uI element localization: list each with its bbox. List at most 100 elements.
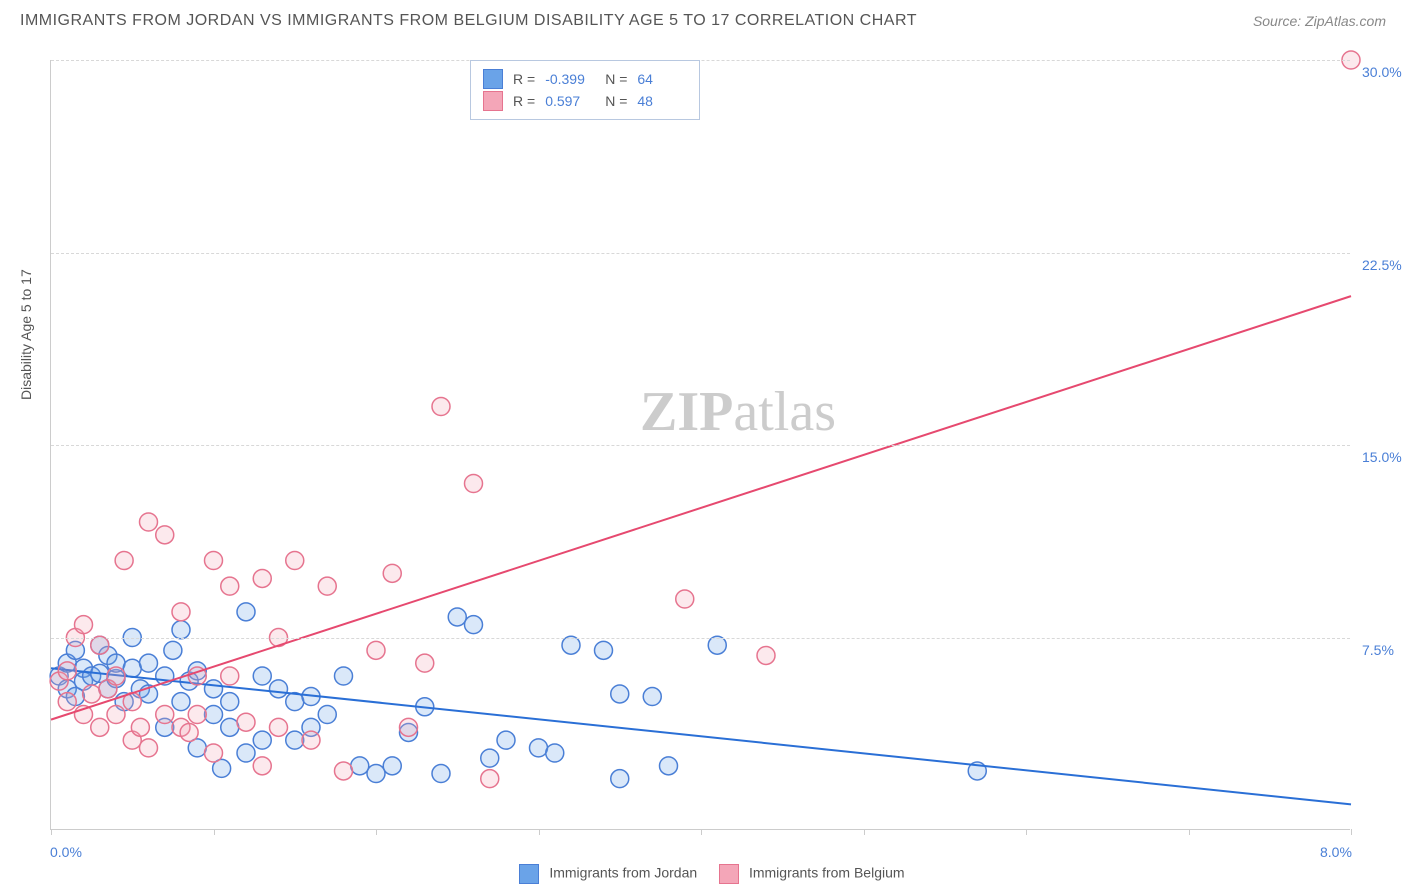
data-point	[465, 475, 483, 493]
y-tick-label: 7.5%	[1362, 642, 1394, 658]
data-point	[383, 757, 401, 775]
data-point	[318, 706, 336, 724]
data-point	[286, 552, 304, 570]
data-point	[383, 564, 401, 582]
legend-label-2: Immigrants from Belgium	[749, 865, 905, 881]
data-point	[432, 398, 450, 416]
stat-R-label-1: R =	[513, 71, 535, 87]
data-point	[270, 718, 288, 736]
data-point	[83, 685, 101, 703]
data-point	[221, 667, 239, 685]
data-point	[497, 731, 515, 749]
data-point	[253, 757, 271, 775]
data-point	[481, 770, 499, 788]
chart-title: IMMIGRANTS FROM JORDAN VS IMMIGRANTS FRO…	[20, 12, 917, 30]
data-point	[270, 680, 288, 698]
data-point	[400, 718, 418, 736]
data-point	[318, 577, 336, 595]
gridline	[51, 253, 1350, 254]
gridline	[51, 445, 1350, 446]
legend-label-1: Immigrants from Jordan	[549, 865, 697, 881]
data-point	[286, 731, 304, 749]
data-point	[660, 757, 678, 775]
x-tick	[1189, 829, 1190, 835]
data-point	[432, 765, 450, 783]
stat-N-value-1: 64	[637, 71, 687, 87]
data-point	[107, 667, 125, 685]
swatch-series-1	[483, 69, 503, 89]
x-tick	[51, 829, 52, 835]
data-point	[205, 552, 223, 570]
data-point	[546, 744, 564, 762]
data-point	[58, 693, 76, 711]
data-point	[123, 659, 141, 677]
data-point	[58, 662, 76, 680]
x-tick	[214, 829, 215, 835]
data-point	[164, 641, 182, 659]
data-point	[221, 577, 239, 595]
data-point	[140, 739, 158, 757]
data-point	[205, 744, 223, 762]
data-point	[172, 693, 190, 711]
data-point	[91, 718, 109, 736]
data-point	[562, 636, 580, 654]
data-point	[156, 526, 174, 544]
stat-N-label-2: N =	[605, 93, 627, 109]
x-tick	[376, 829, 377, 835]
data-point	[253, 569, 271, 587]
data-point	[643, 688, 661, 706]
data-point	[156, 706, 174, 724]
data-point	[367, 641, 385, 659]
data-point	[188, 706, 206, 724]
x-tick	[1026, 829, 1027, 835]
y-tick-label: 22.5%	[1362, 257, 1402, 273]
data-point	[253, 667, 271, 685]
x-tick	[539, 829, 540, 835]
data-point	[91, 636, 109, 654]
data-point	[107, 706, 125, 724]
data-point	[205, 680, 223, 698]
data-point	[172, 621, 190, 639]
stat-R-label-2: R =	[513, 93, 535, 109]
stat-R-value-2: 0.597	[545, 93, 595, 109]
swatch-series-2	[483, 91, 503, 111]
data-point	[237, 603, 255, 621]
data-point	[757, 646, 775, 664]
data-point	[221, 718, 239, 736]
legend-swatch-1	[519, 864, 539, 884]
data-point	[448, 608, 466, 626]
data-point	[611, 685, 629, 703]
data-point	[595, 641, 613, 659]
data-point	[140, 513, 158, 531]
data-point	[131, 718, 149, 736]
data-point	[75, 616, 93, 634]
y-tick-label: 30.0%	[1362, 64, 1402, 80]
legend-bottom: Immigrants from Jordan Immigrants from B…	[0, 864, 1406, 884]
data-point	[205, 706, 223, 724]
data-point	[253, 731, 271, 749]
gridline	[51, 638, 1350, 639]
data-point	[367, 765, 385, 783]
x-tick-label: 8.0%	[1320, 844, 1352, 860]
x-tick	[1351, 829, 1352, 835]
data-point	[172, 603, 190, 621]
data-point	[140, 654, 158, 672]
data-point	[481, 749, 499, 767]
data-point	[237, 713, 255, 731]
data-point	[611, 770, 629, 788]
data-point	[351, 757, 369, 775]
chart-source: Source: ZipAtlas.com	[1253, 13, 1386, 29]
trend-line	[51, 296, 1351, 720]
stats-row-2: R = 0.597 N = 48	[483, 91, 687, 111]
data-point	[416, 654, 434, 672]
plot-area	[50, 60, 1350, 830]
data-point	[237, 744, 255, 762]
data-point	[335, 762, 353, 780]
data-point	[676, 590, 694, 608]
stats-legend-box: R = -0.399 N = 64 R = 0.597 N = 48	[470, 60, 700, 120]
data-point	[465, 616, 483, 634]
data-point	[302, 731, 320, 749]
data-point	[180, 723, 198, 741]
y-axis-label: Disability Age 5 to 17	[18, 269, 34, 400]
trend-line	[51, 668, 1351, 804]
